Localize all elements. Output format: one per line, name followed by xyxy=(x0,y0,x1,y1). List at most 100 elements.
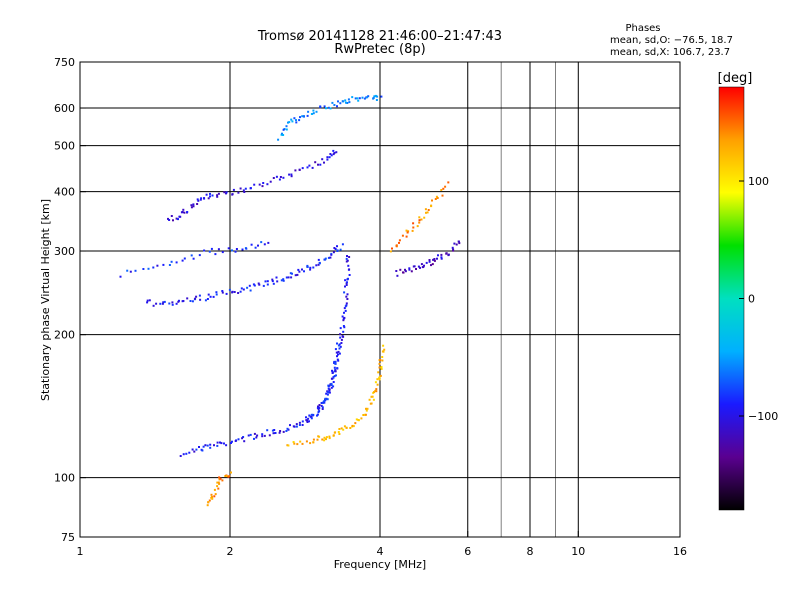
y-axis-ticks: 75 100 200 300 400 500 600 750 xyxy=(54,56,86,544)
echo-point xyxy=(342,330,345,333)
echo-point xyxy=(296,273,299,276)
echo-point xyxy=(332,153,335,156)
echo-point xyxy=(186,211,189,213)
echo-point xyxy=(264,280,267,283)
y-tick-label: 75 xyxy=(61,531,75,544)
echo-point xyxy=(346,293,349,296)
echo-point xyxy=(437,254,439,257)
echo-point xyxy=(239,290,242,293)
echo-point xyxy=(325,392,328,395)
echo-point xyxy=(329,153,332,155)
echo-point xyxy=(249,433,252,436)
echo-point xyxy=(298,119,301,122)
echo-point xyxy=(146,301,149,304)
echo-point xyxy=(290,173,293,176)
echo-point xyxy=(190,204,193,207)
echo-point xyxy=(261,433,264,436)
y-tick-label: 500 xyxy=(54,140,75,153)
echo-point xyxy=(436,197,439,199)
echo-point xyxy=(162,263,165,266)
echo-point xyxy=(171,301,174,304)
echo-point xyxy=(338,433,341,435)
echo-point xyxy=(398,241,400,244)
echo-point xyxy=(373,95,376,98)
echo-point xyxy=(317,263,320,266)
echo-point xyxy=(347,277,349,280)
echo-point xyxy=(242,436,245,438)
echo-point xyxy=(418,221,421,224)
echo-point xyxy=(371,395,374,398)
echo-point xyxy=(242,288,245,291)
echo-point xyxy=(348,256,351,258)
echo-point xyxy=(282,430,285,433)
echo-point xyxy=(223,442,225,445)
echo-point xyxy=(356,97,359,100)
echo-point xyxy=(452,249,455,252)
echo-point xyxy=(221,479,224,482)
echo-point xyxy=(218,476,221,479)
echo-point xyxy=(327,391,330,394)
echo-point xyxy=(407,230,410,233)
echo-point xyxy=(209,192,211,195)
echo-point xyxy=(330,384,333,386)
echo-point xyxy=(317,411,320,414)
echo-point xyxy=(195,295,198,298)
echo-point xyxy=(224,475,227,477)
echo-point xyxy=(434,198,437,200)
echo-point xyxy=(213,495,216,498)
echo-point xyxy=(306,264,309,267)
echo-point xyxy=(423,264,425,267)
echo-point xyxy=(213,444,215,447)
echo-point xyxy=(282,134,285,136)
echo-point xyxy=(401,234,404,237)
echo-point xyxy=(231,249,233,252)
echo-point xyxy=(358,97,361,100)
echo-point xyxy=(218,478,221,481)
echo-point xyxy=(342,325,345,327)
y-tick-label: 200 xyxy=(54,329,75,342)
echo-point xyxy=(148,299,151,302)
echo-point xyxy=(365,407,367,410)
echo-point xyxy=(349,427,352,429)
echo-point xyxy=(435,195,438,198)
echo-point xyxy=(430,264,432,267)
echo-point xyxy=(245,247,248,250)
echo-point xyxy=(440,257,443,260)
echo-point xyxy=(345,257,348,260)
echo-point xyxy=(395,270,398,272)
echo-point xyxy=(332,376,335,378)
echo-point xyxy=(312,413,315,416)
echo-point xyxy=(282,279,285,282)
x-tick-label: 10 xyxy=(571,545,585,558)
echo-point xyxy=(253,284,256,287)
echo-point xyxy=(271,429,274,432)
echo-point xyxy=(425,211,427,214)
echo-point xyxy=(399,268,402,271)
echo-point xyxy=(280,279,283,282)
echo-point xyxy=(282,278,285,281)
echo-point xyxy=(333,247,336,249)
echo-point xyxy=(455,243,458,246)
echo-point xyxy=(272,432,275,435)
echo-point xyxy=(381,356,384,358)
echo-point xyxy=(310,417,313,420)
echo-point xyxy=(332,434,335,437)
echo-point xyxy=(242,189,245,192)
echo-point xyxy=(272,282,275,285)
echo-point xyxy=(402,271,405,274)
echo-point xyxy=(308,414,311,417)
x-axis-label: Frequency [MHz] xyxy=(334,558,426,571)
echo-point xyxy=(311,166,314,169)
echo-point xyxy=(453,242,456,245)
echo-point xyxy=(210,493,213,496)
echo-point xyxy=(172,219,174,222)
echo-point xyxy=(325,107,327,110)
echo-point xyxy=(225,475,228,478)
echo-point xyxy=(341,243,344,246)
echo-point xyxy=(339,102,342,105)
echo-point xyxy=(203,197,206,200)
echo-point xyxy=(420,263,423,266)
echo-point xyxy=(340,427,343,430)
echo-point xyxy=(333,362,336,364)
